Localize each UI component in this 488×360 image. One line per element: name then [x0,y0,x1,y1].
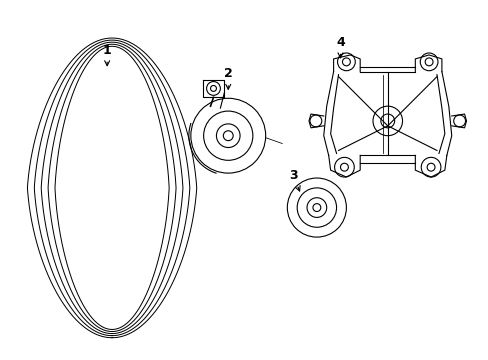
Text: 1: 1 [102,44,111,66]
Text: 4: 4 [335,36,344,58]
Text: 2: 2 [224,67,232,89]
Text: 3: 3 [288,168,300,191]
